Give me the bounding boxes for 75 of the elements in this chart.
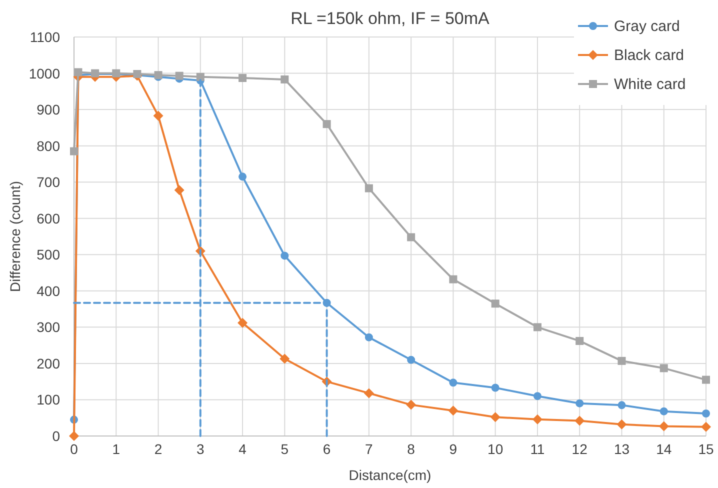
point xyxy=(490,412,500,422)
point xyxy=(701,422,711,432)
y-tick-label: 0 xyxy=(52,428,60,444)
point xyxy=(618,401,626,410)
point xyxy=(576,336,584,345)
point xyxy=(574,416,585,426)
x-tick-label: 13 xyxy=(614,441,630,457)
point xyxy=(491,300,500,308)
y-tick-label: 700 xyxy=(36,174,60,190)
x-tick-label: 3 xyxy=(196,441,204,457)
point xyxy=(238,172,247,181)
point xyxy=(174,185,184,196)
chart-title: RL =150k ohm, IF = 50mA xyxy=(290,9,490,28)
point xyxy=(576,399,584,408)
point xyxy=(196,72,204,81)
point xyxy=(448,406,458,416)
y-tick-label: 300 xyxy=(36,319,60,336)
point xyxy=(280,252,289,260)
point xyxy=(364,184,373,192)
point xyxy=(533,323,542,332)
x-tick-label: 6 xyxy=(322,441,331,457)
point xyxy=(322,120,331,128)
x-tick-label: 5 xyxy=(280,441,289,457)
y-tick-label: 1100 xyxy=(30,29,60,45)
point xyxy=(69,431,79,441)
point xyxy=(364,333,373,342)
point xyxy=(658,421,669,432)
x-axis-title: Distance(cm) xyxy=(348,467,432,483)
point xyxy=(407,233,416,242)
x-tick-label: 1 xyxy=(112,441,120,457)
y-tick-label: 200 xyxy=(36,355,60,372)
x-tick-label: 2 xyxy=(154,441,162,457)
y-tick-label: 100 xyxy=(36,392,60,408)
x-tick-label: 7 xyxy=(365,441,374,457)
point xyxy=(238,74,247,82)
point xyxy=(407,356,416,364)
y-tick-label: 800 xyxy=(36,138,60,154)
point xyxy=(74,68,82,76)
x-tick-label: 15 xyxy=(698,441,714,457)
x-tick-label: 10 xyxy=(488,441,504,457)
point xyxy=(618,356,626,365)
y-tick-label: 1000 xyxy=(28,65,60,82)
x-tick-label: 8 xyxy=(407,441,416,457)
legend-label: Gray card xyxy=(614,18,680,35)
x-tick-label: 4 xyxy=(238,441,247,457)
point xyxy=(533,392,542,400)
x-tick-label: 12 xyxy=(572,441,588,457)
point xyxy=(449,378,458,387)
point xyxy=(364,388,374,398)
point xyxy=(280,354,290,364)
point xyxy=(702,410,710,418)
y-tick-label: 900 xyxy=(36,102,60,118)
point xyxy=(70,147,78,156)
point xyxy=(660,364,668,372)
point xyxy=(238,318,248,328)
point xyxy=(175,72,184,80)
y-axis-title: Difference (count) xyxy=(7,180,23,292)
y-tick-label: 500 xyxy=(36,246,60,263)
point xyxy=(280,75,289,84)
point xyxy=(616,419,627,430)
x-tick-label: 9 xyxy=(449,441,458,457)
point xyxy=(491,384,500,392)
x-tick-label: 11 xyxy=(530,441,545,457)
point xyxy=(153,110,164,121)
point xyxy=(406,400,416,410)
legend-label: White card xyxy=(614,76,686,93)
point xyxy=(660,407,668,416)
x-tick-label: 0 xyxy=(70,441,78,457)
point xyxy=(702,376,710,384)
y-tick-label: 600 xyxy=(36,210,60,226)
x-tick-label: 14 xyxy=(656,441,672,457)
legend-label: Black card xyxy=(614,47,684,64)
point xyxy=(532,414,542,424)
y-tick-label: 400 xyxy=(36,282,60,299)
point xyxy=(449,275,458,284)
